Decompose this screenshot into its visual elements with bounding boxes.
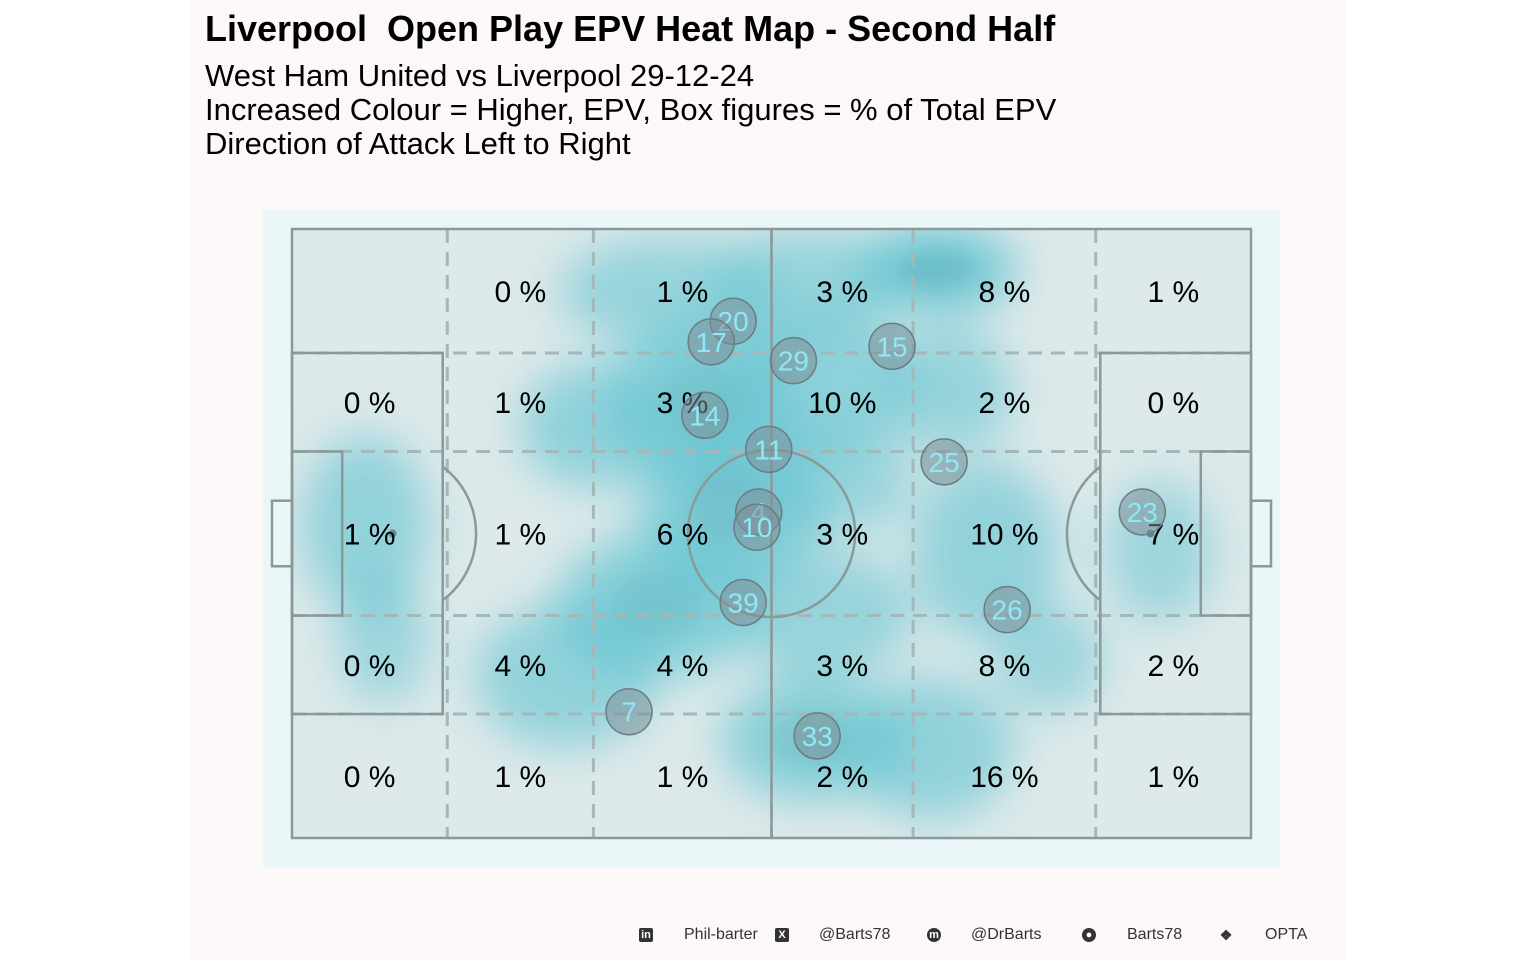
zone-label-r2-c0: 1 %	[344, 519, 396, 552]
player-number-17: 17	[696, 327, 727, 358]
subtitle-direction: Direction of Attack Left to Right	[205, 126, 631, 161]
zone-label-r0-c1: 0 %	[494, 276, 546, 309]
player-number-14: 14	[689, 400, 720, 431]
heat-core-3	[612, 572, 703, 638]
heat-blob-2	[712, 229, 895, 337]
zone-label-r2-c2: 6 %	[657, 519, 709, 552]
linkedin-icon[interactable]: in	[639, 928, 653, 942]
footer-credits: in Phil-barter X @Barts78 m @DrBarts ● B…	[630, 922, 1330, 950]
player-marker-14: 14	[681, 391, 729, 440]
player-circle-10	[733, 503, 781, 551]
player-marker-23: 23	[1118, 488, 1167, 536]
player-marker-26: 26	[983, 585, 1031, 634]
zone-percent-labels: 0 % 1 % 3 % 8 % 1 % 0 % 1 % 3 % 10 % 2 % 0 % 1 % 1 %…	[344, 276, 1199, 794]
player-circle-11	[745, 425, 793, 474]
chart-title: Liverpool Open Play EPV Heat Map - Secon…	[205, 8, 1056, 49]
player-circle-15	[868, 322, 916, 371]
player-circle-25	[920, 438, 968, 486]
player-number-10: 10	[741, 512, 772, 543]
zone-label-r3-c2: 4 %	[657, 650, 709, 683]
player-marker-11: 11	[745, 425, 793, 474]
penalty-spot-left	[388, 529, 397, 538]
heat-blob-15	[337, 578, 430, 704]
player-marker-29: 29	[769, 336, 818, 385]
footer-x-label[interactable]: @Barts78	[819, 926, 891, 943]
zone-label-r1-c5: 0 %	[1148, 387, 1200, 420]
zone-label-r4-c0: 0 %	[344, 761, 396, 794]
zone-label-r0-c4: 8 %	[979, 276, 1031, 309]
zone-label-r3-c5: 2 %	[1148, 650, 1200, 683]
footer-github-label[interactable]: Barts78	[1127, 926, 1183, 943]
player-average-positions: 20172915141125410233926733	[605, 297, 1167, 760]
player-marker-17: 17	[687, 318, 735, 366]
heat-core-0	[898, 249, 973, 290]
zone-label-r2-c1: 1 %	[494, 519, 546, 552]
player-number-39: 39	[728, 587, 759, 618]
player-number-25: 25	[929, 447, 960, 478]
player-marker-25: 25	[920, 438, 968, 486]
zone-label-r0-c3: 3 %	[816, 276, 868, 309]
mastodon-icon[interactable]: m	[927, 928, 941, 942]
zone-label-r3-c1: 4 %	[494, 650, 546, 683]
goal-right	[1249, 499, 1273, 568]
zone-label-r4-c2: 1 %	[657, 761, 709, 794]
player-number-11: 11	[754, 434, 783, 465]
zone-label-r4-c3: 2 %	[816, 761, 868, 794]
player-circle-23	[1118, 488, 1167, 536]
player-number-33: 33	[802, 721, 833, 752]
player-marker-39: 39	[719, 578, 767, 627]
subtitle-match: West Ham United vs Liverpool 29-12-24	[205, 58, 755, 93]
heat-blob-11	[885, 327, 1014, 453]
player-marker-7: 7	[605, 687, 653, 736]
zone-label-r3-c0: 0 %	[344, 650, 396, 683]
player-circle-29	[769, 336, 818, 385]
x-icon[interactable]: X	[775, 928, 789, 942]
zone-label-r2-c4: 10 %	[970, 519, 1038, 552]
heat-blob-17	[995, 605, 1105, 713]
player-circle-17	[687, 318, 735, 366]
zone-label-r2-c3: 3 %	[816, 519, 868, 552]
player-marker-33: 33	[793, 712, 841, 760]
player-number-23: 23	[1127, 497, 1158, 528]
player-circle-14	[681, 391, 729, 440]
heat-blob-13	[849, 676, 1014, 821]
player-number-26: 26	[992, 595, 1023, 626]
player-circle-39	[719, 578, 767, 627]
footer-linkedin-label[interactable]: Phil-barter	[684, 926, 758, 943]
zone-label-r1-c4: 2 %	[979, 387, 1031, 420]
player-number-15: 15	[876, 331, 907, 362]
penalty-arc-right	[1065, 465, 1102, 602]
player-marker-15: 15	[868, 322, 916, 371]
player-circle-7	[605, 687, 653, 736]
player-marker-10: 10	[733, 503, 781, 551]
heat-blob-14	[301, 434, 430, 615]
footer-mastodon-label[interactable]: @DrBarts	[971, 926, 1042, 943]
player-circle-33	[793, 712, 841, 760]
zone-label-r1-c0: 0 %	[344, 387, 396, 420]
player-number-7: 7	[621, 697, 637, 728]
footer-source-label[interactable]: OPTA	[1265, 926, 1308, 943]
dropbox-icon[interactable]: ❖	[1219, 927, 1233, 943]
subtitle-legend-note: Increased Colour = Higher, EPV, Box figu…	[205, 92, 1057, 127]
github-icon[interactable]: ●	[1082, 928, 1096, 942]
zone-label-r3-c3: 3 %	[816, 650, 868, 683]
player-circle-26	[983, 585, 1031, 634]
penalty-arc-left	[441, 465, 478, 602]
zone-label-r0-c2: 1 %	[657, 276, 709, 309]
goal-left	[270, 499, 294, 568]
zone-label-r1-c3: 10 %	[808, 387, 876, 420]
zone-label-r1-c1: 1 %	[494, 387, 546, 420]
zone-label-r4-c5: 1 %	[1148, 761, 1200, 794]
zone-label-r3-c4: 8 %	[979, 650, 1031, 683]
zone-label-r4-c4: 16 %	[970, 761, 1038, 794]
zone-label-r0-c5: 1 %	[1148, 276, 1200, 309]
player-number-29: 29	[778, 346, 809, 377]
zone-label-r4-c1: 1 %	[494, 761, 546, 794]
